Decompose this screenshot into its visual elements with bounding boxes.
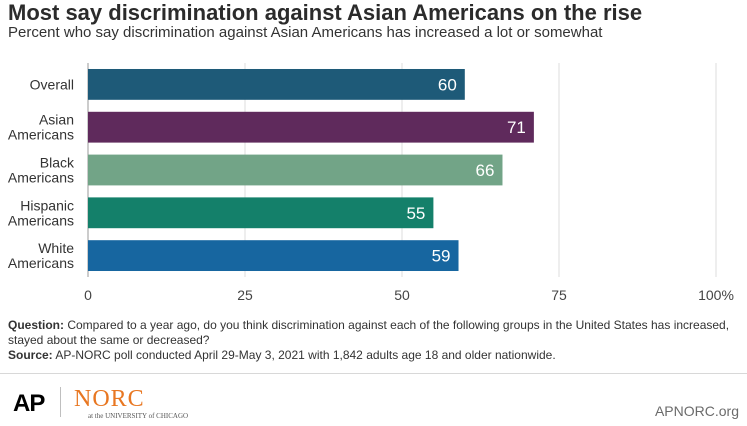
category-label: Americans <box>8 212 74 228</box>
x-tick-label: 0 <box>84 287 92 303</box>
category-label: Asian <box>39 112 74 128</box>
chart-notes: Question: Compared to a year ago, do you… <box>8 318 738 363</box>
site-link[interactable]: APNORC.org <box>654 403 739 419</box>
category-label: Americans <box>8 170 74 186</box>
category-label: White <box>38 240 74 256</box>
bar <box>88 240 459 272</box>
x-tick-label: 75 <box>551 287 567 303</box>
category-label: Americans <box>8 255 74 271</box>
bar-chart: 0 25 50 75 100%60Overall71AsianAmericans66Bl… <box>8 63 734 303</box>
bar <box>88 68 465 100</box>
category-label: Hispanic <box>20 197 74 213</box>
data-label: 55 <box>406 204 425 223</box>
question-label: Question: <box>8 318 64 332</box>
chart-subtitle: Percent who say discrimination against A… <box>8 24 603 41</box>
data-label: 71 <box>507 118 526 137</box>
bar <box>88 197 434 229</box>
source-text: AP-NORC poll conducted April 29-May 3, 2… <box>52 348 556 362</box>
source-label: Source: <box>8 348 53 362</box>
bar <box>88 111 534 143</box>
data-label: 60 <box>438 75 457 94</box>
bar <box>88 154 503 186</box>
category-label: Americans <box>8 127 74 143</box>
category-label: Black <box>40 155 75 171</box>
question-text: Compared to a year ago, do you think dis… <box>8 318 730 347</box>
data-label: 66 <box>476 161 495 180</box>
norc-logo: NORC <box>74 386 145 412</box>
x-tick-label: 25 <box>237 287 253 303</box>
x-tick-label: 100% <box>698 287 734 303</box>
ap-logo: AP <box>13 390 45 417</box>
logo-divider <box>60 387 61 417</box>
chart-title: Most say discrimination against Asian Am… <box>8 0 643 25</box>
category-label: Overall <box>30 76 74 92</box>
footer-divider <box>0 373 747 374</box>
x-tick-label: 50 <box>394 287 410 303</box>
norc-logo-subtitle: at the UNIVERSITY of CHICAGO <box>88 412 189 420</box>
data-label: 59 <box>432 247 451 266</box>
